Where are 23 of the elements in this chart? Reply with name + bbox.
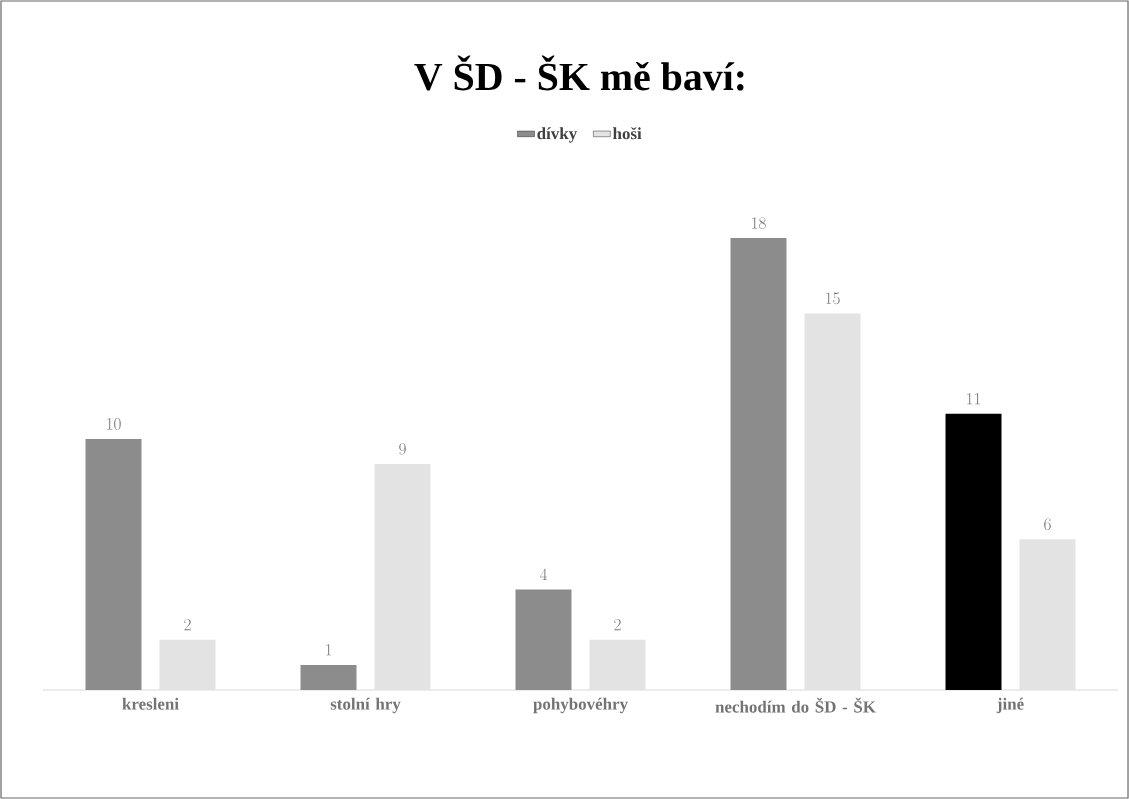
data-label: 4: [539, 568, 548, 581]
bar: [730, 238, 787, 690]
chart-title: V ŠD - ŠK mě baví:: [414, 55, 744, 91]
x-tick-label: nechodím do ŠD - ŠK: [715, 697, 876, 713]
bar: [300, 664, 357, 690]
x-tick-label: stolní hry: [330, 697, 401, 714]
data-label: 6: [1044, 518, 1051, 531]
x-tick-label: pohybovéhry: [533, 697, 628, 714]
data-label: 15: [826, 292, 840, 305]
data-label: 18: [752, 217, 766, 229]
data-label: 1: [326, 644, 332, 656]
data-label: 11: [967, 392, 981, 405]
bar: [85, 438, 142, 690]
bar: [945, 413, 1002, 690]
x-tick-label: jiné: [996, 697, 1024, 714]
bar: [515, 589, 572, 690]
data-label: 2: [614, 618, 621, 631]
legend-label: dívky: [537, 127, 577, 143]
data-label: 9: [399, 443, 406, 455]
legend-label: hoši: [612, 127, 642, 140]
data-label: 2: [184, 618, 191, 631]
data-label: 10: [107, 418, 121, 430]
x-tick-label: kresleni: [122, 697, 179, 710]
